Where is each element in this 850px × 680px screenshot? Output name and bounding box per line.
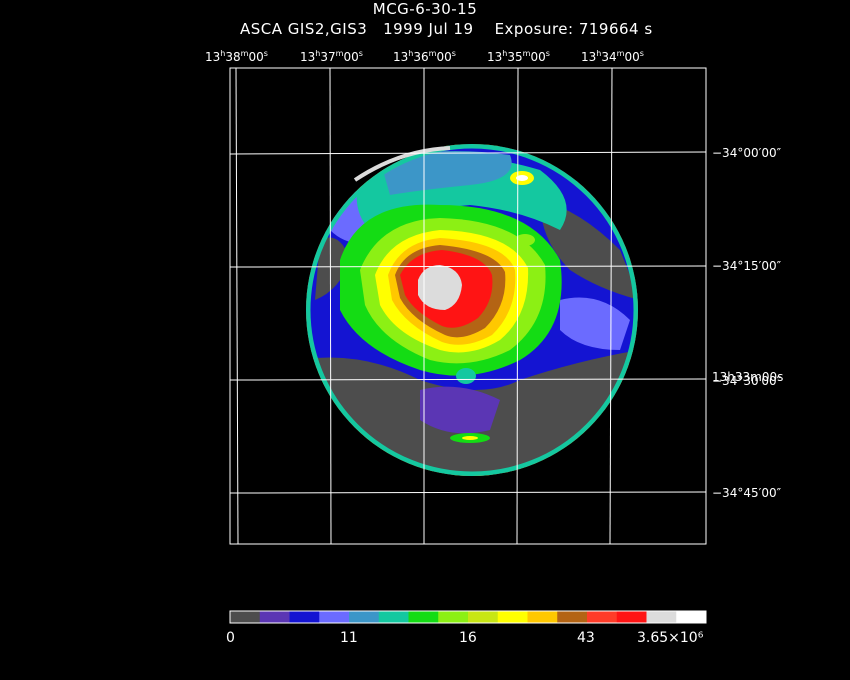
dec-tick-label: −34°45′00″	[712, 486, 782, 500]
colorbar-swatch	[259, 611, 290, 623]
ra-tick-label: 13h37m00s	[300, 49, 363, 64]
colorbar-swatch	[616, 611, 647, 623]
colorbar-swatch	[289, 611, 320, 623]
colorbar-swatch	[230, 611, 261, 623]
colorbar-swatch	[557, 611, 588, 623]
colorbar-label: 43	[577, 630, 595, 646]
colorbar-label: 3.65×10⁶	[637, 630, 704, 646]
dec-tick-label: −34°00′00″	[712, 146, 782, 160]
ra-overlap-label: 13h33m00s	[712, 370, 784, 384]
colorbar-swatch	[587, 611, 618, 623]
colorbar-swatch	[378, 611, 409, 623]
colorbar-frame	[229, 610, 707, 624]
colorbar-swatch	[646, 611, 677, 623]
image-title: MCG-6-30-15	[372, 0, 478, 18]
colorbar-label: 11	[340, 630, 358, 646]
colorbar-swatch	[408, 611, 439, 623]
colorbar-swatch	[527, 611, 558, 623]
coordinate-grid	[229, 67, 707, 545]
dec-tick-label: −34°30′00″	[712, 374, 782, 388]
colorbar-label: 16	[459, 630, 477, 646]
detector-field	[306, 144, 638, 476]
ra-tick-label: 13h38m00s	[205, 49, 268, 64]
date-label: 1999 Jul 19	[383, 20, 474, 38]
colorbar-swatch	[497, 611, 528, 623]
colorbar-swatch	[468, 611, 499, 623]
colorbar-swatch	[319, 611, 350, 623]
colorbar-label: 0	[226, 630, 235, 646]
instrument-label: ASCA GIS2,GIS3	[240, 20, 368, 38]
ra-tick-label: 13h36m00s	[393, 49, 456, 64]
rim-highlight	[353, 146, 451, 182]
ra-tick-label: 13h34m00s	[581, 49, 644, 64]
plot-frame	[229, 67, 707, 545]
colorbar	[230, 611, 707, 623]
ra-tick-label: 13h35m00s	[487, 49, 550, 64]
colorbar-swatch	[349, 611, 380, 623]
colorbar-swatch	[438, 611, 469, 623]
dec-tick-label: −34°15′00″	[712, 259, 782, 273]
exposure-label: Exposure: 719664 s	[494, 20, 653, 38]
colorbar-swatch	[676, 611, 707, 623]
observation-info: ASCA GIS2,GIS3 1999 Jul 19 Exposure: 719…	[240, 20, 720, 38]
